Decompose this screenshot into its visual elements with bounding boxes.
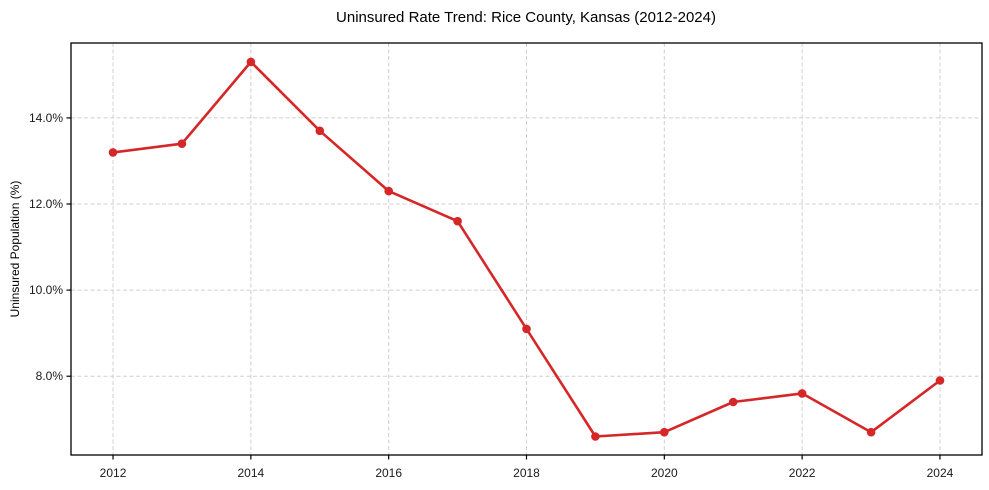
- x-tick-label: 2022: [789, 466, 816, 480]
- axis-ticks-layer: 2012 2014 2016 2018 2020 2022 2024 8.0% 10.0% 12.…: [29, 111, 954, 480]
- y-axis-label: Uninsured Population (%): [8, 181, 22, 318]
- x-tick-label: 2016: [375, 466, 402, 480]
- data-point-marker: [384, 186, 394, 196]
- x-tick-label: 2020: [651, 466, 678, 480]
- data-point-marker: [660, 427, 669, 437]
- data-point-marker: [797, 389, 807, 398]
- data-point-marker: [453, 216, 462, 226]
- y-tick-label: 12.0%: [29, 197, 63, 211]
- grid-layer: [71, 43, 982, 455]
- data-point-marker: [177, 139, 187, 148]
- data-point-marker: [522, 324, 531, 334]
- data-point-marker: [728, 397, 738, 407]
- y-tick-label: 10.0%: [29, 283, 63, 297]
- chart-title: Uninsured Rate Trend: Rice County, Kansa…: [336, 9, 716, 26]
- data-point-marker: [591, 432, 600, 441]
- x-tick-label: 2012: [100, 466, 127, 480]
- data-point-marker: [315, 126, 325, 136]
- x-tick-label: 2018: [513, 466, 540, 480]
- x-tick-label: 2014: [238, 466, 265, 480]
- data-point-marker: [108, 148, 118, 157]
- data-point-marker: [866, 427, 876, 437]
- y-tick-label: 14.0%: [29, 111, 63, 125]
- data-point-marker: [246, 57, 256, 67]
- y-tick-label: 8.0%: [36, 369, 64, 383]
- trend-line-series: [108, 57, 945, 441]
- data-point-marker: [935, 376, 945, 385]
- x-tick-label: 2024: [927, 466, 954, 480]
